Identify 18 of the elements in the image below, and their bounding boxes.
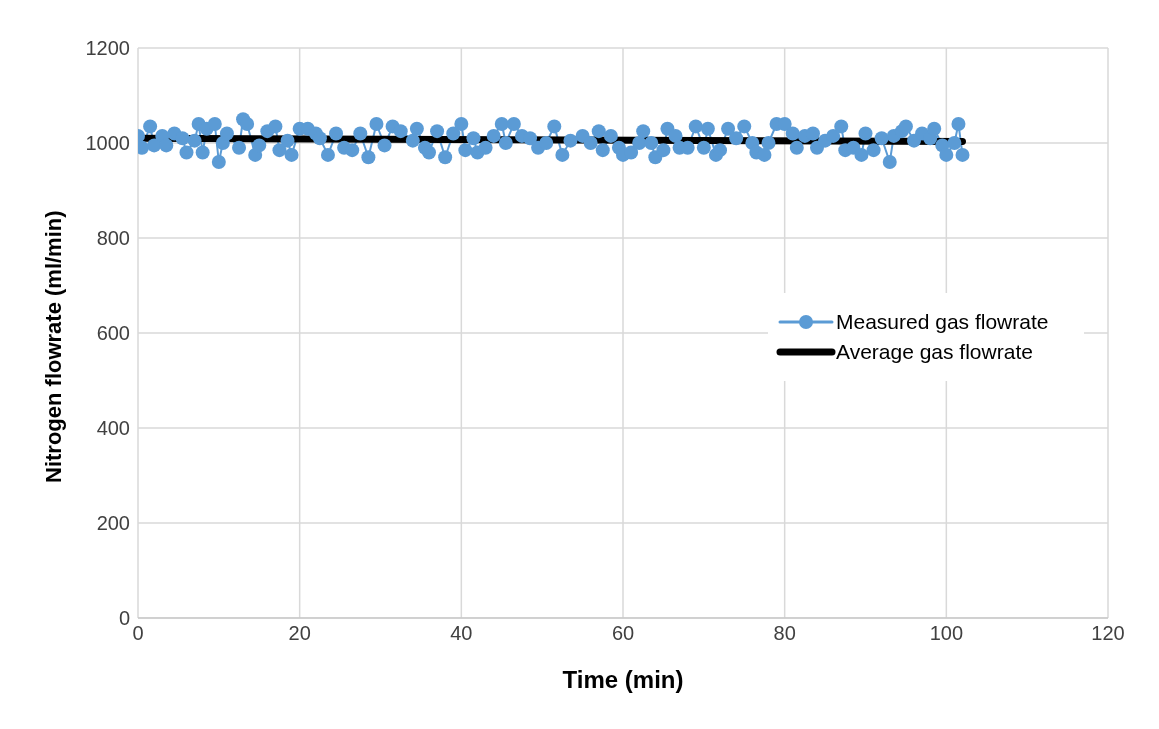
y-tick-label: 200 bbox=[96, 512, 130, 535]
x-tick-label: 80 bbox=[773, 622, 796, 645]
x-tick-label: 0 bbox=[132, 622, 144, 645]
x-axis-title: Time (min) bbox=[562, 666, 684, 693]
x-tick-label: 120 bbox=[1091, 622, 1125, 645]
y-tick-label: 0 bbox=[118, 607, 130, 630]
y-tick-label: 800 bbox=[96, 227, 130, 250]
y-tick-label: 1200 bbox=[85, 37, 130, 60]
x-tick-label: 100 bbox=[929, 622, 964, 645]
legend-label: Average gas flowrate bbox=[836, 339, 1034, 365]
y-axis-title: Nitrogen flowrate (ml/min) bbox=[40, 210, 66, 483]
y-tick-label: 1000 bbox=[85, 132, 130, 155]
x-tick-label: 40 bbox=[450, 622, 473, 645]
x-tick-label: 20 bbox=[288, 622, 311, 645]
y-tick-label: 400 bbox=[96, 417, 130, 440]
legend-label: Measured gas flowrate bbox=[836, 309, 1050, 335]
y-tick-label: 600 bbox=[96, 322, 130, 345]
x-tick-label: 60 bbox=[611, 622, 635, 645]
